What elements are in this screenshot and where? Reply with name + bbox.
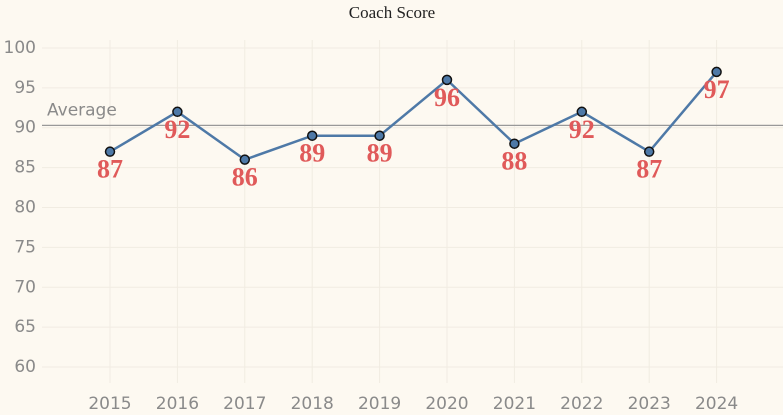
y-tick-label: 100 [4,38,36,58]
reference-label: Average [47,100,117,120]
y-tick-label: 90 [14,118,36,138]
data-label: 92 [569,115,595,144]
point [306,130,318,141]
x-tick-label: 2023 [628,394,671,414]
x-tick-label: 2016 [156,394,199,414]
point [509,138,520,149]
x-tick-label: 2018 [291,394,334,414]
x-tick-label: 2022 [560,394,603,414]
y-tick-label: 85 [14,158,36,178]
point [441,74,453,86]
point [576,106,588,118]
line [109,71,718,162]
x-tick-label: 2024 [695,394,738,414]
y-tick-label: 70 [14,277,36,297]
point [711,66,722,78]
y-tick-label: 65 [14,317,36,337]
data-label: 96 [434,83,460,112]
data-label: 89 [367,139,393,168]
point [239,154,251,165]
x-tick-label: 2021 [493,394,536,414]
y-tick-label: 60 [14,357,36,377]
point [374,130,385,141]
x-tick-label: 2019 [358,394,401,414]
y-tick-label: 80 [14,198,36,218]
chart-title: Coach Score [349,3,435,22]
data-label: 89 [299,139,325,168]
data-label: 87 [636,155,662,184]
point [643,146,655,157]
data-label: 86 [232,163,258,192]
x-tick-label: 2017 [223,394,266,414]
point [104,146,116,157]
x-tick-label: 2020 [425,394,468,414]
data-label: 97 [704,75,730,104]
data-label: 92 [164,115,190,144]
point [172,106,183,118]
data-label: 88 [501,147,527,176]
data-label: 87 [97,155,123,184]
y-tick-label: 75 [14,237,36,257]
x-tick-label: 2015 [88,394,131,414]
y-tick-label: 95 [14,78,36,98]
